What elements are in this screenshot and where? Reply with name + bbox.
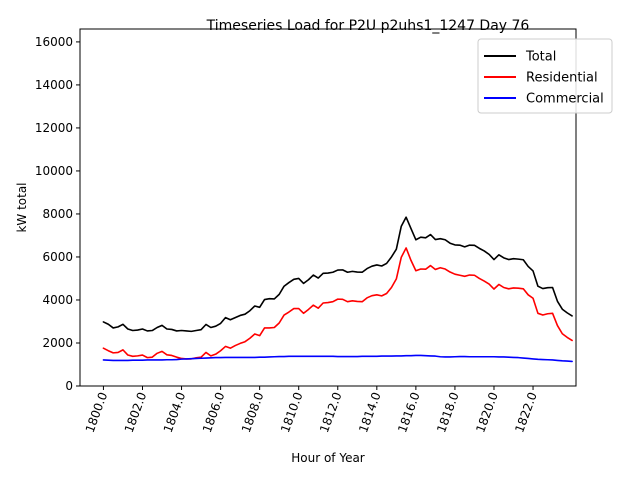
x-tick-label: 1818.0 xyxy=(434,390,462,434)
series-line-commercial xyxy=(102,354,573,363)
y-tick-label: 16000 xyxy=(35,35,73,49)
y-tick-label: 8000 xyxy=(42,207,73,221)
y-tick-label: 10000 xyxy=(35,164,73,178)
legend-label-residential: Residential xyxy=(526,71,598,86)
x-tick-label: 1810.0 xyxy=(278,390,306,434)
x-axis: 1800.0 1802.0 1804.0 1806.0 1808.0 1810.0 1812… xyxy=(83,386,540,434)
legend-label-commercial: Commercial xyxy=(526,92,604,107)
series-line-residential xyxy=(102,247,573,360)
legend-label-total: Total xyxy=(525,50,556,65)
plot-area xyxy=(102,216,573,363)
x-tick-label: 1800.0 xyxy=(83,390,111,434)
x-axis-label: Hour of Year xyxy=(291,451,365,465)
y-tick-label: 4000 xyxy=(42,293,73,307)
x-tick-label: 1812.0 xyxy=(317,390,345,434)
x-tick-label: 1806.0 xyxy=(200,390,228,434)
x-tick-label: 1820.0 xyxy=(473,390,501,434)
x-tick-label: 1814.0 xyxy=(356,390,384,434)
y-axis-label: kW total xyxy=(15,182,29,232)
y-axis: 0 2000 4000 6000 8000 10000 12000 14000 16000 xyxy=(35,35,80,393)
series-line-total xyxy=(102,216,573,333)
legend: Total Residential Commercial xyxy=(477,38,613,114)
x-tick-label: 1808.0 xyxy=(239,390,267,434)
x-tick-label: 1822.0 xyxy=(512,390,540,434)
plot-frame xyxy=(79,28,577,387)
x-tick-label: 1816.0 xyxy=(395,390,423,434)
chart-title: Timeseries Load for P2U p2uhs1_1247 Day … xyxy=(206,18,530,34)
y-tick-label: 12000 xyxy=(35,121,73,135)
legend-box xyxy=(477,38,613,114)
x-tick-label: 1804.0 xyxy=(161,390,189,434)
y-tick-label: 14000 xyxy=(35,78,73,92)
x-tick-label: 1802.0 xyxy=(122,390,150,434)
y-tick-label: 0 xyxy=(65,379,73,393)
y-tick-label: 6000 xyxy=(42,250,73,264)
y-tick-label: 2000 xyxy=(42,336,73,350)
